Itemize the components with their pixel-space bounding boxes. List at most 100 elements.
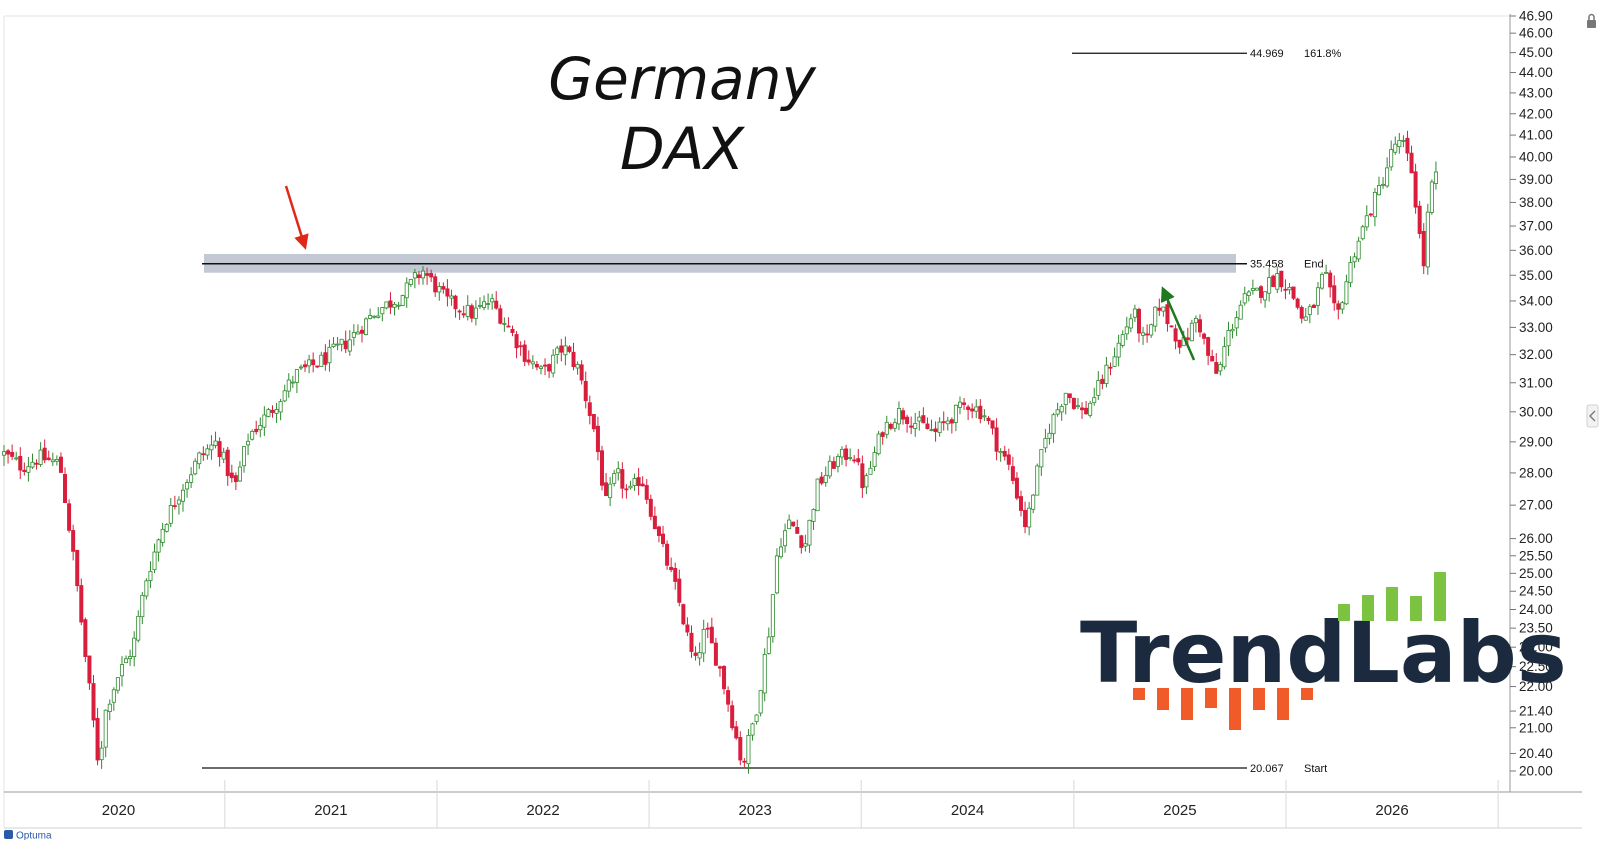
y-tick-label: 43.00 — [1519, 85, 1553, 100]
candle-body — [872, 452, 877, 468]
candle-body — [620, 469, 625, 489]
candle-body — [262, 414, 267, 428]
candle-body — [1376, 185, 1381, 196]
candle-body — [966, 406, 971, 411]
candle-body — [1010, 466, 1015, 481]
chart-subtitle: DAX — [620, 115, 745, 183]
candle-body — [408, 279, 413, 285]
candle-body — [559, 345, 564, 353]
candle-body — [91, 683, 96, 721]
candle-body — [437, 286, 442, 293]
candle-body — [453, 295, 458, 310]
collapse-panel-icon[interactable] — [1586, 404, 1599, 428]
candle-body — [1425, 211, 1430, 268]
candle-body — [416, 274, 421, 279]
candle-body — [412, 272, 417, 279]
logo-orange-bar — [1253, 688, 1265, 710]
candle-body — [1051, 414, 1056, 435]
candle-body — [1250, 288, 1255, 291]
candle-body — [970, 408, 975, 412]
candle-body — [311, 359, 316, 366]
candle-body — [1096, 380, 1101, 396]
candle-body — [1283, 288, 1288, 291]
candle-body — [359, 329, 364, 334]
candle-body — [1389, 149, 1394, 168]
optuma-icon — [4, 830, 13, 839]
candle-body — [901, 410, 906, 420]
candle-body — [50, 459, 55, 463]
candle-body — [852, 459, 857, 462]
candle-body — [1336, 303, 1341, 310]
candle-body — [1417, 205, 1422, 234]
level-lines: 44.969 161.8% 35.458 End 20.067 Start — [202, 48, 1342, 775]
candle-body — [591, 413, 596, 430]
optuma-footer-text: Optuma — [16, 831, 52, 841]
y-tick-label: 21.40 — [1519, 704, 1553, 719]
candle-body — [79, 585, 84, 623]
candle-body — [1291, 286, 1296, 299]
candle-body — [71, 530, 76, 552]
candle-body — [1401, 139, 1406, 142]
logo-green-bar — [1434, 572, 1446, 621]
y-tick-label: 44.00 — [1519, 65, 1553, 80]
candle-body — [1043, 438, 1048, 449]
logo-green-bar — [1410, 596, 1422, 621]
candle-body — [119, 664, 124, 677]
candle-body — [319, 354, 324, 367]
candle-body — [787, 519, 792, 530]
candle-body — [1075, 405, 1080, 408]
x-tick-label: 2026 — [1375, 802, 1408, 819]
candle-body — [774, 555, 779, 594]
candle-body — [811, 509, 816, 522]
logo-orange-bar — [1301, 688, 1313, 700]
candle-body — [172, 505, 177, 507]
y-tick-label: 27.00 — [1519, 498, 1553, 513]
candle-body — [1222, 346, 1227, 368]
candle-body — [734, 726, 739, 739]
candle-body — [1348, 262, 1353, 284]
candle-body — [270, 409, 275, 413]
candle-body — [1047, 432, 1052, 439]
candle-body — [514, 334, 519, 349]
candle-body — [722, 665, 727, 690]
candle-body — [1385, 167, 1390, 187]
candle-body — [815, 478, 820, 512]
candle-body — [1210, 356, 1215, 362]
candle-body — [754, 714, 759, 722]
candle-body — [355, 331, 360, 335]
candle-body — [1092, 397, 1097, 404]
y-tick-label: 25.50 — [1519, 548, 1553, 563]
candle-body — [461, 313, 466, 316]
candle-body — [949, 419, 954, 424]
candle-body — [242, 446, 247, 467]
candle-body — [132, 637, 137, 657]
candle-body — [384, 301, 389, 309]
candle-body — [1360, 226, 1365, 240]
trendlabs-logo-text: TrendLabs — [1080, 604, 1567, 702]
candle-body — [42, 447, 47, 461]
candle-body — [193, 460, 198, 475]
candle-body — [339, 338, 344, 345]
candle-body — [14, 457, 19, 460]
candle-body — [746, 735, 751, 765]
candle-body — [176, 499, 181, 505]
candle-body — [624, 488, 629, 491]
candle-body — [1356, 240, 1361, 260]
candle-body — [1055, 409, 1060, 415]
candle-body — [445, 288, 450, 297]
candle-body — [473, 307, 478, 319]
candle-body — [717, 666, 722, 669]
lock-icon[interactable] — [1587, 13, 1596, 29]
candle-body — [864, 475, 869, 488]
candle-body — [1100, 378, 1105, 384]
candle-body — [6, 450, 11, 455]
candle-body — [1429, 181, 1434, 213]
candle-body — [892, 422, 897, 429]
candle-body — [1271, 275, 1276, 288]
candle-body — [896, 408, 901, 425]
candle-body — [99, 747, 104, 761]
candle-body — [502, 323, 507, 325]
candle-body — [376, 315, 381, 318]
candle-body — [937, 421, 942, 433]
candle-body — [762, 654, 767, 694]
